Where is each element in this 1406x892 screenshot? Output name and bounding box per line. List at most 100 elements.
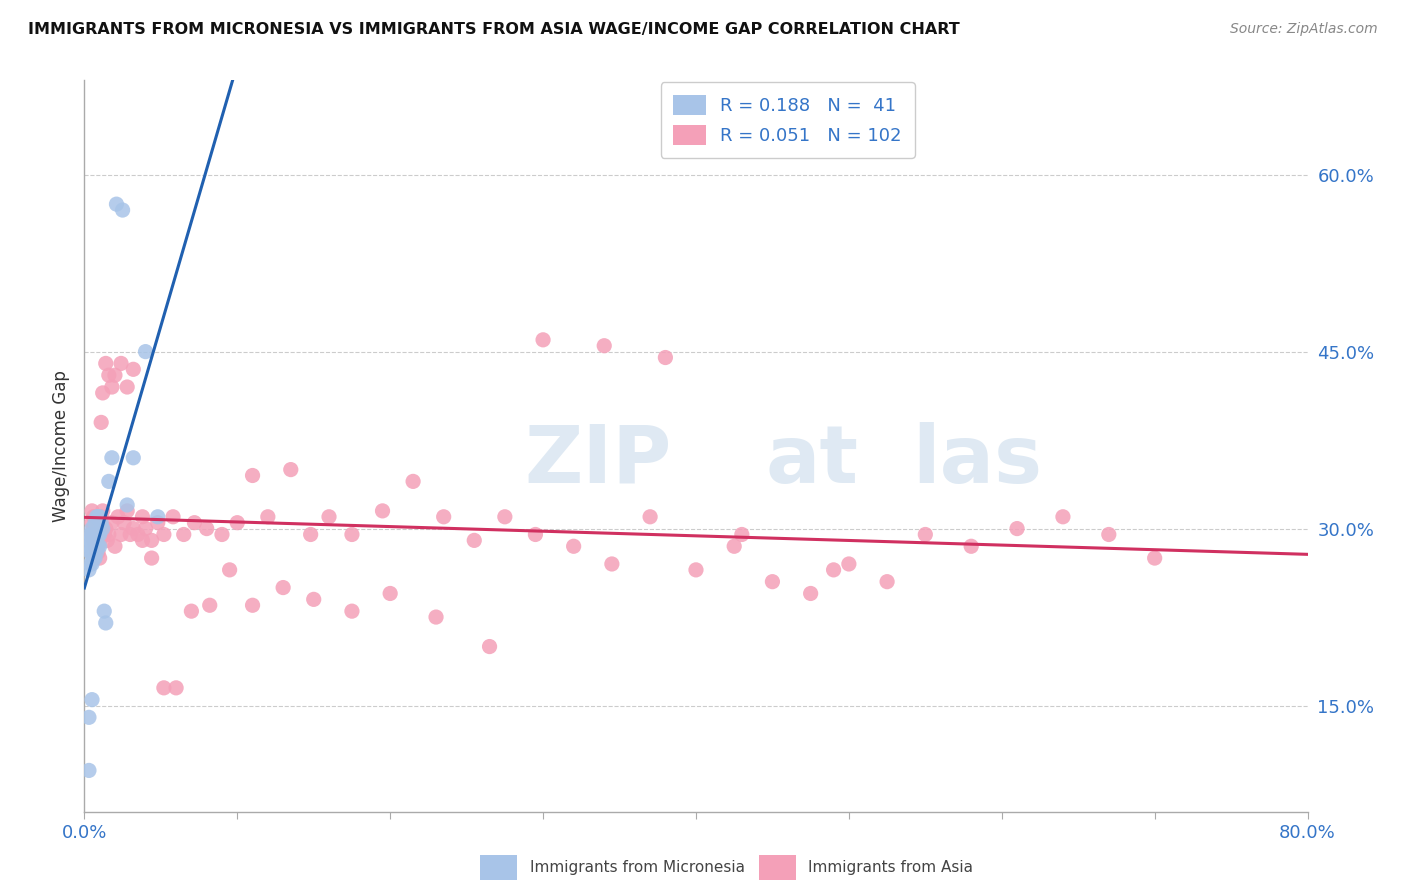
Point (162, 509, 184, 524)
Point (97, 527, 120, 541)
Point (80, 539, 103, 553)
Point (86, 539, 108, 553)
Point (86, 509, 108, 524)
Bar (481, 855, 517, 880)
Point (110, 356, 132, 370)
Point (211, 527, 233, 541)
Point (89, 516, 111, 530)
Point (87, 539, 110, 553)
Point (135, 522, 157, 536)
Point (562, 539, 585, 553)
Point (89, 533, 111, 548)
Point (79, 527, 101, 541)
Point (80, 504, 103, 518)
Point (1098, 527, 1121, 541)
Point (115, 498, 138, 512)
Point (79, 557, 101, 571)
Text: Immigrants from Asia: Immigrants from Asia (808, 860, 973, 875)
Point (89, 539, 111, 553)
Point (91, 522, 114, 536)
Point (83, 539, 105, 553)
Point (371, 504, 394, 518)
Point (87, 522, 110, 536)
Point (90, 509, 112, 524)
Point (104, 539, 127, 553)
Point (89, 527, 111, 541)
Text: IMMIGRANTS FROM MICRONESIA VS IMMIGRANTS FROM ASIA WAGE/INCOME GAP CORRELATION C: IMMIGRANTS FROM MICRONESIA VS IMMIGRANTS… (28, 22, 960, 37)
Point (79, 545, 101, 559)
Point (731, 527, 754, 541)
Point (218, 563, 240, 577)
Point (80, 522, 103, 536)
Point (226, 516, 249, 530)
Point (94, 615, 117, 630)
Point (107, 509, 129, 524)
Point (685, 563, 707, 577)
Point (90, 516, 112, 530)
Point (299, 527, 322, 541)
Point (271, 581, 294, 595)
Point (101, 516, 124, 530)
Point (105, 197, 128, 211)
Point (524, 527, 547, 541)
Text: Immigrants from Micronesia: Immigrants from Micronesia (530, 860, 745, 875)
Point (127, 527, 149, 541)
Point (93, 604, 115, 618)
Point (83, 522, 105, 536)
Point (80, 516, 103, 530)
Point (110, 527, 132, 541)
Point (80, 533, 103, 548)
Point (173, 527, 195, 541)
Point (131, 509, 153, 524)
Point (112, 516, 135, 530)
Point (402, 475, 425, 489)
Point (86, 527, 108, 541)
Point (111, 202, 134, 217)
Point (654, 351, 676, 365)
Point (463, 533, 485, 548)
Point (93, 527, 115, 541)
Point (80, 527, 103, 541)
Point (198, 599, 221, 613)
Point (84, 509, 107, 524)
Point (122, 522, 145, 536)
Text: ZIP: ZIP (524, 422, 672, 500)
Point (141, 551, 163, 566)
Point (86, 545, 108, 559)
Point (86, 516, 108, 530)
Point (761, 574, 783, 589)
Point (84, 551, 107, 566)
Point (340, 604, 363, 618)
Point (89, 522, 111, 536)
Point (84, 539, 107, 553)
Point (593, 339, 616, 353)
Point (101, 380, 124, 394)
Point (80, 557, 103, 571)
Point (83, 527, 105, 541)
Point (823, 563, 845, 577)
Point (638, 509, 661, 524)
Point (83, 522, 105, 536)
Point (478, 640, 501, 654)
Point (80, 527, 103, 541)
Point (87, 509, 110, 524)
Point (77, 563, 100, 577)
Point (86, 545, 108, 559)
Point (90, 416, 112, 430)
Point (531, 333, 554, 347)
Point (800, 586, 823, 600)
Point (195, 522, 218, 536)
Point (84, 527, 107, 541)
Point (83, 533, 105, 548)
Point (101, 450, 124, 465)
Point (914, 527, 936, 541)
Point (433, 509, 456, 524)
Point (131, 533, 153, 548)
Point (87, 527, 110, 541)
Point (115, 380, 138, 394)
Point (135, 344, 157, 359)
Point (77, 764, 100, 778)
Point (77, 539, 100, 553)
Point (380, 586, 402, 600)
Point (1052, 509, 1074, 524)
